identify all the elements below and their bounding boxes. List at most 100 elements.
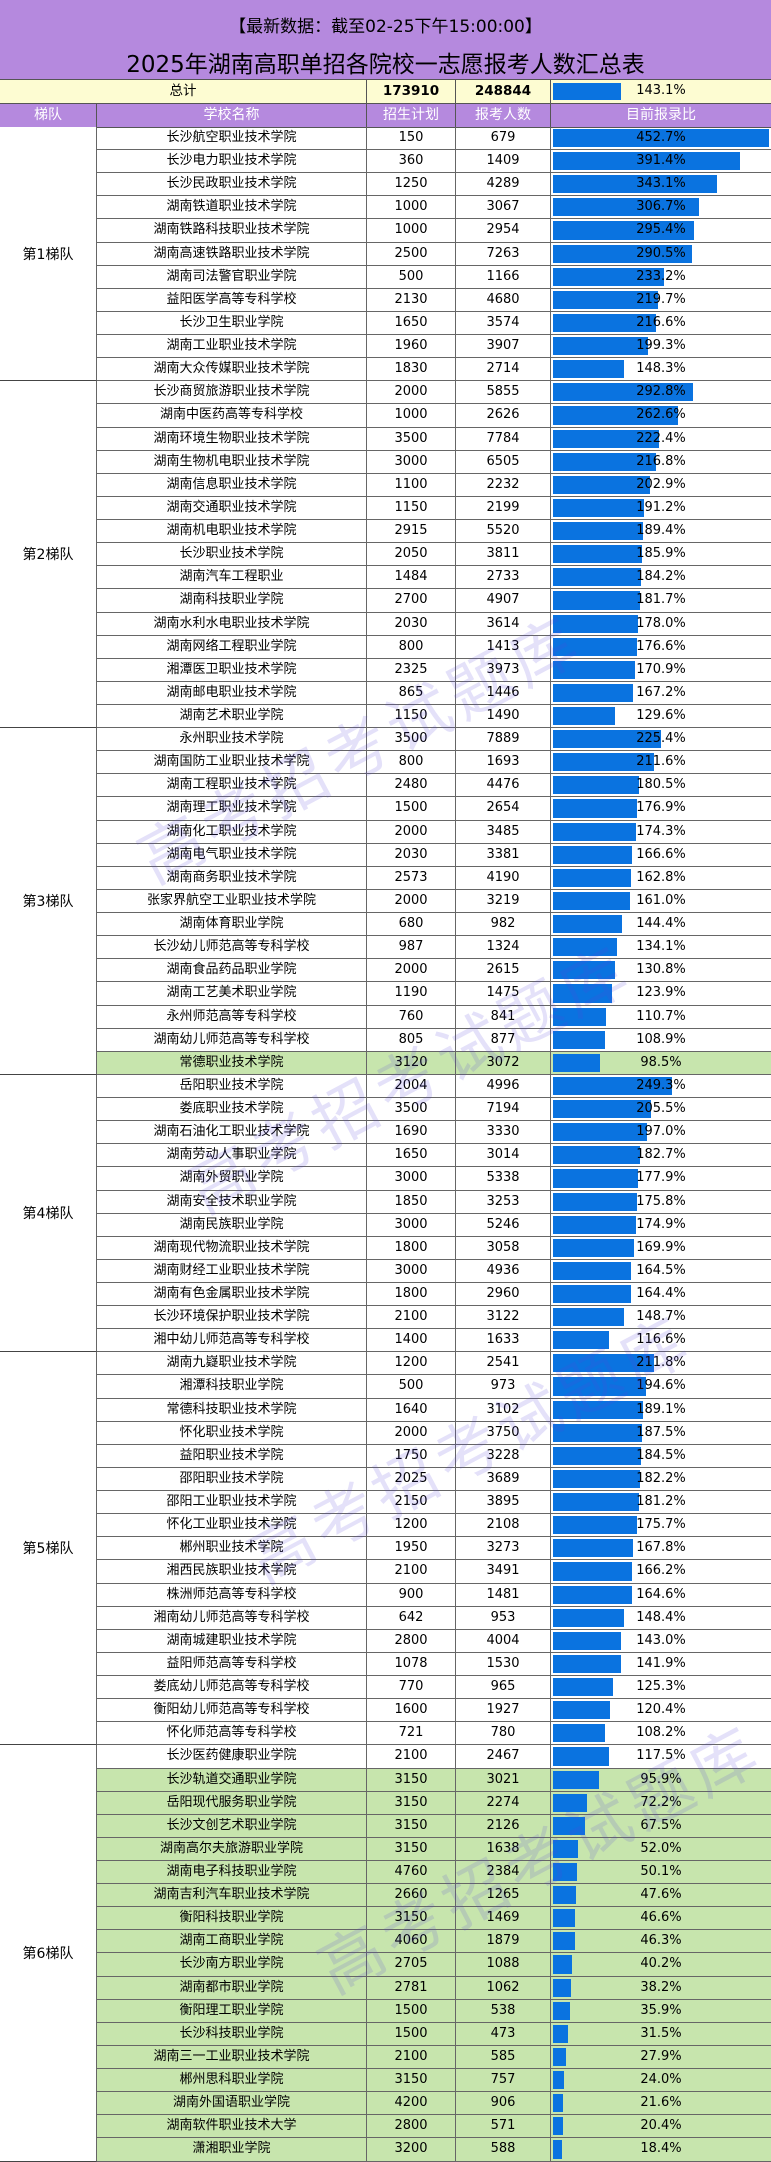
enrollment-plan: 1250 — [367, 173, 456, 197]
table-row: 益阳师范高等专科学校 1078 1530 141.9% — [97, 1652, 771, 1677]
ratio-text: 161.0% — [636, 892, 686, 908]
enrollment-plan: 1650 — [367, 1144, 456, 1168]
table-row: 长沙卫生职业学院 1650 3574 216.6% — [97, 311, 771, 336]
total-label: 总计 — [0, 80, 367, 103]
ratio-text: 191.2% — [636, 499, 686, 515]
ratio-text: 98.5% — [640, 1054, 682, 1070]
school-name: 湖南安全技术职业学院 — [97, 1190, 367, 1214]
total-row: 总计 173910 248844 143.1% — [0, 80, 771, 104]
applicant-count: 571 — [456, 2115, 551, 2139]
ratio-cell: 249.3% — [551, 1075, 771, 1098]
ratio-text: 262.6% — [636, 407, 686, 423]
tier-label: 第5梯队 — [0, 1352, 97, 1746]
enrollment-plan: 900 — [367, 1583, 456, 1607]
school-name: 张家界航空工业职业技术学院 — [97, 889, 367, 914]
applicant-count: 6505 — [456, 450, 551, 474]
ratio-cell: 46.6% — [551, 1907, 771, 1930]
ratio-cell: 162.8% — [551, 867, 771, 890]
ratio-text: 306.7% — [636, 199, 686, 215]
school-name: 湖南水利水电职业技术学院 — [97, 612, 367, 636]
enrollment-plan: 1150 — [367, 705, 456, 729]
school-name: 湖南工程职业技术学院 — [97, 774, 367, 798]
table-row: 益阳医学高等专科学校 2130 4680 219.7% — [97, 288, 771, 312]
applicant-count: 2626 — [456, 404, 551, 428]
ratio-bar — [553, 637, 638, 656]
ratio-text: 110.7% — [636, 1008, 686, 1024]
ratio-bar — [553, 1123, 647, 1142]
applicant-count: 1879 — [456, 1930, 551, 1954]
applicant-count: 780 — [456, 1722, 551, 1746]
table-row: 湖南工商职业学院 4060 1879 46.3% — [97, 1930, 771, 1954]
school-name: 长沙科技职业学院 — [97, 2022, 367, 2046]
school-name: 湘潭科技职业学院 — [97, 1375, 367, 1399]
ratio-text: 167.8% — [636, 1540, 686, 1556]
ratio-text: 216.8% — [636, 453, 686, 469]
ratio-cell: 216.8% — [551, 451, 771, 474]
ratio-bar — [553, 1331, 609, 1350]
table-row: 湖南电子科技职业学院 4760 2384 50.1% — [97, 1861, 771, 1885]
col-tier: 梯队 — [0, 104, 97, 127]
ratio-text: 164.5% — [636, 1262, 686, 1278]
applicant-count: 1088 — [456, 1953, 551, 1977]
table-row: 邵阳职业技术学院 2025 3689 182.2% — [97, 1467, 771, 1492]
ratio-cell: 216.6% — [551, 312, 771, 335]
ratio-text: 202.9% — [636, 476, 686, 492]
ratio-text: 181.7% — [636, 592, 686, 608]
applicant-count: 679 — [456, 127, 551, 151]
ratio-bar — [553, 175, 717, 194]
enrollment-plan: 1640 — [367, 1398, 456, 1422]
ratio-bar — [553, 1701, 611, 1720]
ratio-text: 176.6% — [636, 638, 686, 654]
ratio-bar — [553, 313, 657, 333]
ratio-cell: 225.4% — [551, 728, 771, 751]
ratio-bar — [553, 1053, 600, 1072]
ratio-bar — [553, 1585, 632, 1604]
school-name: 长沙民政职业技术学院 — [97, 173, 367, 197]
enrollment-plan: 1850 — [367, 1190, 456, 1214]
applicant-count: 4996 — [456, 1074, 551, 1099]
ratio-bar — [553, 244, 692, 263]
school-name: 怀化职业技术学院 — [97, 1421, 367, 1445]
table-row: 湖南都市职业学院 2781 1062 38.2% — [97, 1976, 771, 2000]
applicant-count: 1446 — [456, 681, 551, 705]
table-row: 湖南铁路科技职业技术学院 1000 2954 295.4% — [97, 219, 771, 243]
table-row: 长沙轨道交通职业学院 3150 3021 95.9% — [97, 1768, 771, 1792]
ratio-text: 170.9% — [636, 661, 686, 677]
table-row: 湖南司法警官职业学院 500 1166 233.2% — [97, 265, 771, 289]
applicant-count: 1469 — [456, 1907, 551, 1931]
ratio-cell: 27.9% — [551, 2046, 771, 2069]
ratio-bar — [553, 799, 638, 818]
enrollment-plan: 721 — [367, 1722, 456, 1746]
school-name: 湖南城建职业技术学院 — [97, 1629, 367, 1653]
ratio-cell: 199.3% — [551, 335, 771, 358]
report-header: 【最新数据：截至02-25下午15:00:00】 2025年湖南高职单招各院校一… — [0, 0, 771, 80]
enrollment-plan: 1190 — [367, 982, 456, 1006]
school-name: 湖南都市职业学院 — [97, 1976, 367, 2000]
ratio-cell: 170.9% — [551, 659, 771, 682]
school-name: 湖南化工职业技术学院 — [97, 820, 367, 844]
school-name: 娄底幼儿师范高等专科学校 — [97, 1676, 367, 1700]
ratio-bar — [553, 961, 616, 980]
table-row: 岳阳现代服务职业学院 3150 2274 72.2% — [97, 1791, 771, 1815]
applicant-count: 1530 — [456, 1652, 551, 1677]
ratio-text: 292.8% — [636, 384, 686, 400]
tier-label: 第2梯队 — [0, 381, 97, 729]
enrollment-plan: 3150 — [367, 1814, 456, 1838]
enrollment-plan: 360 — [367, 150, 456, 174]
enrollment-plan: 3150 — [367, 1768, 456, 1792]
ratio-text: 125.3% — [636, 1679, 686, 1695]
table-row: 益阳职业技术学院 1750 3228 184.5% — [97, 1444, 771, 1468]
applicant-count: 877 — [456, 1028, 551, 1052]
ratio-cell: 117.5% — [551, 1745, 771, 1768]
enrollment-plan: 680 — [367, 913, 456, 937]
ratio-text: 295.4% — [636, 222, 686, 238]
school-name: 湖南理工职业技术学院 — [97, 797, 367, 821]
table-row: 长沙航空职业技术学院 150 679 452.7% — [97, 127, 771, 151]
school-name: 衡阳科技职业学院 — [97, 1907, 367, 1931]
enrollment-plan: 1200 — [367, 1352, 456, 1376]
table-row: 湖南石油化工职业技术学院 1690 3330 197.0% — [97, 1121, 771, 1145]
applicant-count: 1490 — [456, 705, 551, 729]
ratio-text: 144.4% — [636, 916, 686, 932]
ratio-cell: 262.6% — [551, 404, 771, 427]
enrollment-plan: 2000 — [367, 381, 456, 405]
